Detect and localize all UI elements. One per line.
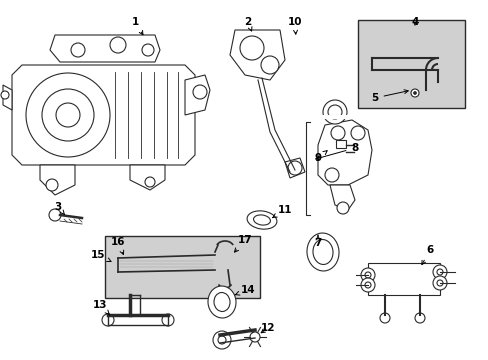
Polygon shape <box>229 30 285 80</box>
Circle shape <box>413 91 416 94</box>
Text: 1: 1 <box>131 17 142 35</box>
Circle shape <box>379 313 389 323</box>
Circle shape <box>261 56 279 74</box>
Polygon shape <box>40 165 75 195</box>
Circle shape <box>249 332 260 342</box>
Polygon shape <box>12 65 195 165</box>
Circle shape <box>162 314 174 326</box>
Text: 3: 3 <box>54 202 64 215</box>
Text: 11: 11 <box>272 205 292 218</box>
Circle shape <box>436 269 442 275</box>
Circle shape <box>325 168 338 182</box>
Text: 4: 4 <box>410 17 418 27</box>
Text: 7: 7 <box>314 235 321 248</box>
Circle shape <box>213 331 230 349</box>
Ellipse shape <box>253 215 270 225</box>
Circle shape <box>193 85 206 99</box>
Text: 2: 2 <box>244 17 251 31</box>
Circle shape <box>142 44 154 56</box>
Bar <box>335 140 346 148</box>
Circle shape <box>218 336 225 344</box>
Circle shape <box>240 36 264 60</box>
Ellipse shape <box>246 211 276 229</box>
Circle shape <box>145 177 155 187</box>
Circle shape <box>350 126 364 140</box>
Circle shape <box>26 73 110 157</box>
Circle shape <box>364 272 370 278</box>
Circle shape <box>287 161 302 175</box>
Text: 10: 10 <box>287 17 302 34</box>
Text: 16: 16 <box>110 237 125 255</box>
Circle shape <box>102 314 114 326</box>
Circle shape <box>1 91 9 99</box>
Circle shape <box>49 209 61 221</box>
Circle shape <box>327 105 341 119</box>
Ellipse shape <box>207 286 236 318</box>
Polygon shape <box>50 35 160 62</box>
Polygon shape <box>184 75 209 115</box>
Circle shape <box>360 268 374 282</box>
Text: 13: 13 <box>93 300 109 315</box>
Circle shape <box>410 89 418 97</box>
Circle shape <box>436 280 442 286</box>
Text: 5: 5 <box>370 90 407 103</box>
Polygon shape <box>130 165 164 190</box>
Polygon shape <box>3 85 12 110</box>
Circle shape <box>323 100 346 124</box>
Bar <box>105 236 260 298</box>
Circle shape <box>71 43 85 57</box>
Circle shape <box>110 37 126 53</box>
Text: 8: 8 <box>315 143 358 160</box>
Circle shape <box>360 278 374 292</box>
Text: 9: 9 <box>314 151 326 163</box>
Polygon shape <box>329 185 354 210</box>
Circle shape <box>432 265 446 279</box>
Polygon shape <box>317 120 371 185</box>
Circle shape <box>432 276 446 290</box>
Circle shape <box>46 179 58 191</box>
Text: 6: 6 <box>421 245 433 265</box>
Ellipse shape <box>312 239 332 265</box>
Bar <box>367 263 439 295</box>
Circle shape <box>414 313 424 323</box>
Ellipse shape <box>214 293 229 311</box>
Bar <box>357 20 464 108</box>
Circle shape <box>42 89 94 141</box>
Circle shape <box>336 202 348 214</box>
Circle shape <box>364 282 370 288</box>
Text: 15: 15 <box>91 250 111 262</box>
Text: 17: 17 <box>234 235 252 252</box>
Polygon shape <box>285 158 305 178</box>
Circle shape <box>56 103 80 127</box>
Ellipse shape <box>306 233 338 271</box>
Circle shape <box>330 126 345 140</box>
Text: 12: 12 <box>260 323 275 333</box>
Text: 14: 14 <box>235 285 255 295</box>
